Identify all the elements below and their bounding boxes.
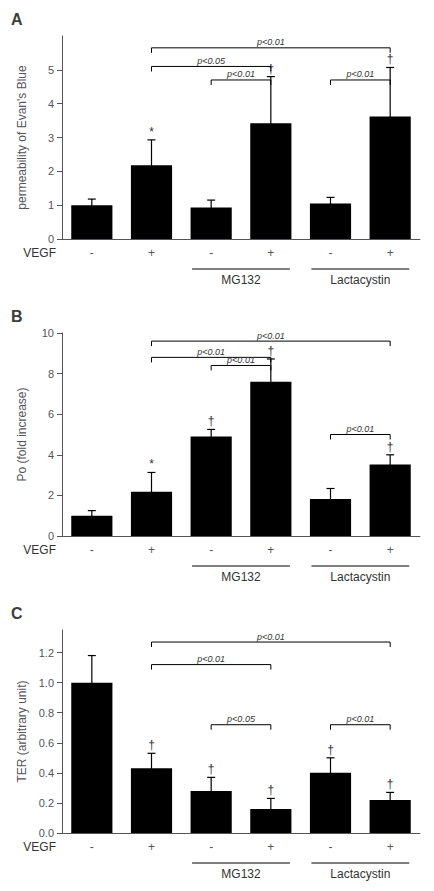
svg-text:+: +: [267, 840, 274, 854]
svg-text:Lactacystin: Lactacystin: [330, 273, 390, 287]
svg-text:1: 1: [48, 199, 54, 211]
svg-text:Lactacystin: Lactacystin: [330, 867, 390, 881]
svg-text:†: †: [267, 783, 274, 797]
svg-text:+: +: [148, 246, 155, 260]
svg-text:-: -: [329, 246, 333, 260]
svg-text:-: -: [329, 840, 333, 854]
svg-text:p<0.01: p<0.01: [196, 654, 225, 664]
svg-text:1.0: 1.0: [39, 677, 54, 689]
svg-text:MG132: MG132: [221, 867, 261, 881]
svg-text:+: +: [267, 543, 274, 557]
svg-text:TER (arbitrary unit): TER (arbitrary unit): [15, 680, 29, 782]
svg-text:*: *: [149, 457, 154, 471]
svg-text:6: 6: [48, 408, 54, 420]
svg-text:†: †: [148, 738, 155, 752]
svg-text:4: 4: [48, 98, 54, 110]
svg-text:MG132: MG132: [221, 273, 261, 287]
svg-text:0: 0: [48, 530, 54, 542]
svg-text:VEGF: VEGF: [23, 246, 56, 260]
svg-text:†: †: [327, 743, 334, 757]
svg-text:†: †: [208, 762, 215, 776]
svg-text:p<0.05: p<0.05: [196, 56, 226, 66]
svg-text:+: +: [148, 840, 155, 854]
svg-text:p<0.01: p<0.01: [226, 355, 255, 365]
svg-text:0.6: 0.6: [39, 737, 54, 749]
svg-text:Lactacystin: Lactacystin: [330, 570, 390, 584]
svg-text:†: †: [267, 344, 274, 358]
svg-text:A: A: [11, 11, 23, 28]
svg-text:0.2: 0.2: [39, 797, 54, 809]
svg-text:1.2: 1.2: [39, 647, 54, 659]
svg-text:0: 0: [48, 233, 54, 245]
svg-text:MG132: MG132: [221, 570, 261, 584]
svg-text:†: †: [387, 440, 394, 454]
svg-text:p<0.01: p<0.01: [196, 347, 225, 357]
svg-text:p<0.01: p<0.01: [345, 714, 374, 724]
svg-text:+: +: [387, 246, 394, 260]
svg-text:VEGF: VEGF: [23, 840, 56, 854]
svg-text:10: 10: [42, 327, 54, 339]
svg-text:B: B: [11, 308, 23, 325]
svg-text:Po (fold increase): Po (fold increase): [15, 387, 29, 481]
svg-text:3: 3: [48, 132, 54, 144]
svg-text:+: +: [148, 543, 155, 557]
svg-text:-: -: [90, 840, 94, 854]
svg-text:-: -: [90, 246, 94, 260]
svg-text:permeability of Evan's Blue: permeability of Evan's Blue: [15, 65, 29, 210]
svg-text:4: 4: [48, 449, 54, 461]
svg-text:p<0.01: p<0.01: [256, 37, 285, 47]
svg-text:+: +: [267, 246, 274, 260]
svg-text:p<0.01: p<0.01: [226, 69, 255, 79]
svg-text:p<0.01: p<0.01: [256, 331, 285, 341]
svg-text:5: 5: [48, 64, 54, 76]
svg-text:-: -: [90, 543, 94, 557]
svg-text:†: †: [387, 777, 394, 791]
svg-text:-: -: [209, 543, 213, 557]
svg-text:+: +: [387, 840, 394, 854]
svg-text:VEGF: VEGF: [23, 543, 56, 557]
svg-text:p<0.05: p<0.05: [226, 714, 256, 724]
svg-text:p<0.01: p<0.01: [345, 69, 374, 79]
svg-text:2: 2: [48, 165, 54, 177]
svg-text:+: +: [387, 543, 394, 557]
svg-text:p<0.01: p<0.01: [256, 632, 285, 642]
svg-text:0.8: 0.8: [39, 707, 54, 719]
svg-text:-: -: [209, 840, 213, 854]
svg-text:-: -: [209, 246, 213, 260]
svg-text:8: 8: [48, 368, 54, 380]
svg-text:0.4: 0.4: [39, 767, 54, 779]
svg-text:*: *: [149, 125, 154, 139]
svg-text:C: C: [11, 605, 23, 622]
svg-text:†: †: [208, 414, 215, 428]
svg-text:0.0: 0.0: [39, 827, 54, 839]
svg-text:2: 2: [48, 489, 54, 501]
svg-text:p<0.01: p<0.01: [345, 424, 374, 434]
svg-text:-: -: [329, 543, 333, 557]
svg-text:†: †: [387, 52, 394, 66]
